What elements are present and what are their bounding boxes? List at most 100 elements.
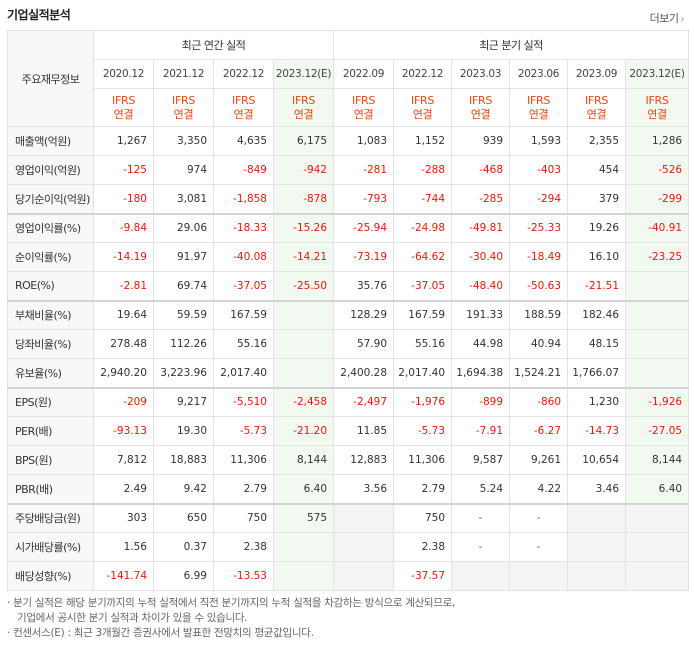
value-cell: 167.59 [213,299,274,330]
corner-label: 주요재무정보 [7,30,94,127]
row-label: 주당배당금(원) [7,502,94,533]
value-cell: -50.63 [509,271,569,301]
value-cell: 29.06 [153,212,214,243]
row-label: 순이익률(%) [7,242,94,272]
value-cell: -125 [93,155,154,185]
value-cell: 3,350 [153,126,214,156]
value-cell [272,561,335,591]
value-cell: 750 [393,502,453,533]
period-header: 2022.12 [213,59,274,89]
value-cell [333,532,395,562]
value-cell: 1,152 [393,126,453,156]
more-link[interactable]: 더보기 › [649,10,685,26]
value-cell: -5.73 [213,416,274,446]
value-cell: -37.57 [393,561,453,591]
value-cell: 379 [567,184,627,214]
accounting-basis: IFRS 연결 [153,88,214,127]
value-cell: 69.74 [153,271,214,301]
row-label: ROE(%) [7,271,94,301]
value-cell: -2,497 [333,386,395,417]
value-cell: -64.62 [393,242,453,272]
value-cell: -209 [93,386,154,417]
value-cell [272,358,335,388]
value-cell: 9,587 [451,445,511,475]
more-label: 더보기 [649,12,679,25]
value-cell: 939 [451,126,511,156]
value-cell: -14.21 [272,242,335,272]
value-cell: -299 [625,184,690,214]
value-cell: 2,940.20 [93,358,154,388]
value-cell: 2,017.40 [393,358,453,388]
value-cell: 3.56 [333,474,395,504]
section-title: 기업실적분석 [7,8,71,22]
value-cell: -25.94 [333,212,395,243]
value-cell: -40.08 [213,242,274,272]
value-cell: 650 [153,502,214,533]
value-cell: -6.27 [509,416,569,446]
value-cell: -49.81 [451,212,511,243]
value-cell: -878 [272,184,335,214]
consolidated-label: 연결 [586,107,607,121]
footnote-1: · 분기 실적은 해당 분기까지의 누적 실적에서 직전 분기까지의 누적 실적… [7,597,456,609]
period-header: 2022.12 [393,59,453,89]
value-cell: -27.05 [625,416,690,446]
value-cell: 5.24 [451,474,511,504]
table-row: BPS(원) 7,812 18,883 11,306 8,144 12,883 11,306… [7,445,690,475]
value-cell: - [451,532,511,562]
value-cell: 6,175 [272,126,335,156]
value-cell [567,561,627,591]
value-cell: -18.33 [213,212,274,243]
ifrs-label: IFRS [411,93,435,107]
value-cell: 19.30 [153,416,214,446]
value-cell: 2.38 [213,532,274,562]
period-header: 2022.09 [333,59,395,89]
value-cell: -403 [509,155,569,185]
value-cell: -468 [451,155,511,185]
row-label: 당좌비율(%) [7,329,94,359]
value-cell: -141.74 [93,561,154,591]
value-cell: -294 [509,184,569,214]
value-cell [625,329,690,359]
row-label: PBR(배) [7,474,94,504]
accounting-basis: IFRS 연결 [393,88,453,127]
value-cell [625,299,690,330]
value-cell: 2.79 [213,474,274,504]
value-cell: -37.05 [393,271,453,301]
value-cell: 1,766.07 [567,358,627,388]
value-cell: 11,306 [213,445,274,475]
value-cell: -942 [272,155,335,185]
row-label: 당기순이익(억원) [7,184,94,214]
value-cell: 1,694.38 [451,358,511,388]
footnotes: · 분기 실적은 해당 분기까지의 누적 실적에서 직전 분기까지의 누적 실적… [7,596,687,641]
value-cell: -744 [393,184,453,214]
accounting-basis: IFRS 연결 [213,88,274,127]
table-row: 당기순이익(억원) -180 3,081 -1,858 -878 -793 -744 -285… [7,184,690,214]
value-cell: 575 [272,502,335,533]
row-label: 매출액(억원) [7,126,94,156]
value-cell: 2.79 [393,474,453,504]
value-cell: 57.90 [333,329,395,359]
footnote-1-cont: 기업에서 공시한 분기 실적과 차이가 있을 수 있습니다. [17,612,248,624]
value-cell [567,502,627,533]
value-cell: -40.91 [625,212,690,243]
value-cell [567,532,627,562]
period-header: 2023.03 [451,59,511,89]
row-label: BPS(원) [7,445,94,475]
value-cell: -93.13 [93,416,154,446]
value-cell: -180 [93,184,154,214]
value-cell: -288 [393,155,453,185]
value-cell: 59.59 [153,299,214,330]
value-cell: -285 [451,184,511,214]
value-cell: 750 [213,502,274,533]
ifrs-label: IFRS [232,93,255,107]
value-cell: - [509,532,569,562]
ifrs-label: IFRS [469,93,493,107]
period-header: 2023.09 [567,59,627,89]
value-cell: -860 [509,386,569,417]
ifrs-label: IFRS [527,93,551,107]
value-cell: 3,223.96 [153,358,214,388]
financial-table: 주요재무정보 최근 연간 실적 최근 분기 실적 2020.12 2021.12 2… [7,30,690,591]
value-cell: 10,654 [567,445,627,475]
value-cell: 9.42 [153,474,214,504]
consolidated-label: 연결 [233,107,254,121]
